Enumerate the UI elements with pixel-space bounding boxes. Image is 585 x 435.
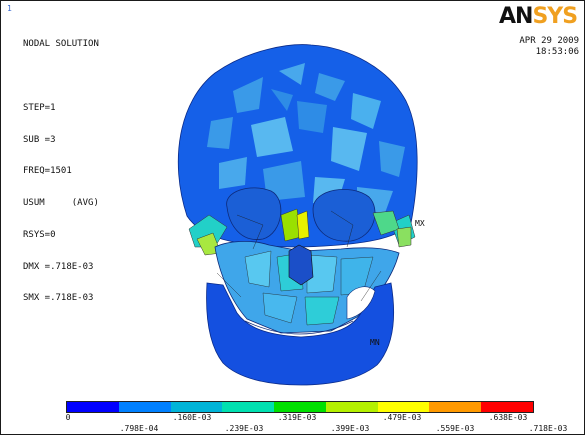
legend-band-6 — [326, 402, 378, 412]
min-marker: MN — [370, 338, 380, 347]
legend-tick-top: .479E-03 — [383, 413, 422, 422]
skull-model-view[interactable] — [1, 1, 585, 396]
legend-band-8 — [429, 402, 481, 412]
contour-legend-bar — [66, 401, 534, 413]
max-marker: MX — [415, 219, 425, 228]
legend-tick-top: 0 — [66, 413, 71, 422]
legend-tick-bottom: .239E-03 — [225, 424, 264, 433]
nasal-cavity — [289, 245, 313, 285]
legend-tick-bottom: .798E-04 — [120, 424, 159, 433]
legend-tick-bottom: .559E-03 — [436, 424, 475, 433]
legend-tick-bottom: .718E-03 — [529, 424, 568, 433]
legend-tick-top: .160E-03 — [173, 413, 212, 422]
legend-tick-top: .319E-03 — [278, 413, 317, 422]
legend-band-4 — [222, 402, 274, 412]
legend-tick-bottom: .399E-03 — [331, 424, 370, 433]
legend-band-2 — [119, 402, 171, 412]
legend-band-3 — [171, 402, 223, 412]
legend-band-7 — [378, 402, 430, 412]
legend-band-1 — [67, 402, 119, 412]
legend-band-5 — [274, 402, 326, 412]
legend-band-9 — [481, 402, 533, 412]
legend-tick-top: .638E-03 — [489, 413, 528, 422]
